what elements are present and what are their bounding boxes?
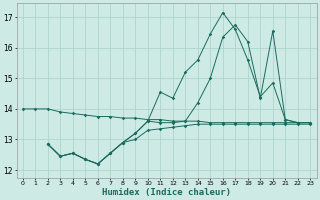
X-axis label: Humidex (Indice chaleur): Humidex (Indice chaleur) xyxy=(102,188,231,197)
